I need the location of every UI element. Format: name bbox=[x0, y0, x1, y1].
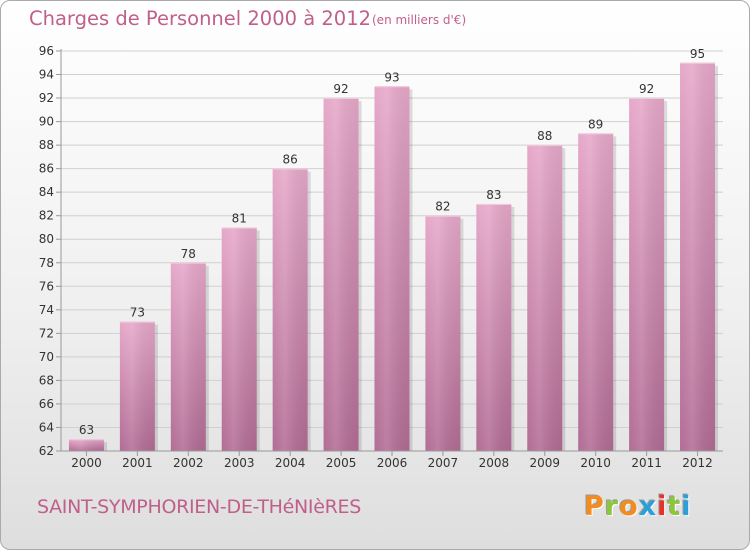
x-tick-label: 2008 bbox=[479, 456, 510, 470]
x-tick-label: 2009 bbox=[529, 456, 560, 470]
x-tick-label: 2002 bbox=[173, 456, 204, 470]
data-label: 78 bbox=[181, 247, 196, 261]
logo-letter: o bbox=[619, 491, 639, 522]
data-label: 93 bbox=[384, 70, 399, 84]
logo-letter: t bbox=[667, 491, 682, 522]
bars: 63 73 78 81 86 92 93 82 83 88 89 92 95 bbox=[68, 47, 719, 451]
x-tick-label: 2012 bbox=[682, 456, 713, 470]
data-label: 83 bbox=[486, 188, 501, 202]
logo-letter: P bbox=[584, 491, 605, 522]
logo-letter: i bbox=[657, 491, 668, 522]
logo-letter: x bbox=[638, 491, 658, 522]
data-label: 63 bbox=[79, 423, 94, 437]
data-label: 92 bbox=[639, 82, 654, 96]
bar-highlight bbox=[221, 227, 257, 451]
logo-letter: i bbox=[681, 491, 692, 522]
bar-highlight bbox=[629, 98, 665, 451]
data-label: 82 bbox=[435, 200, 450, 214]
x-tick-label: 2004 bbox=[275, 456, 306, 470]
y-tick-label: 66 bbox=[39, 397, 54, 411]
bar-highlight bbox=[68, 439, 104, 451]
data-label: 86 bbox=[283, 153, 298, 167]
y-tick-label: 96 bbox=[39, 44, 54, 58]
logo-letter: r bbox=[604, 491, 620, 522]
bar-highlight bbox=[680, 62, 716, 451]
bar-highlight bbox=[374, 86, 410, 451]
y-tick-label: 64 bbox=[39, 420, 54, 434]
x-tick-label: 2000 bbox=[71, 456, 102, 470]
bar-highlight bbox=[323, 98, 359, 451]
data-label: 95 bbox=[690, 47, 705, 61]
y-tick-label: 90 bbox=[39, 115, 54, 129]
x-tick-label: 2006 bbox=[377, 456, 408, 470]
y-tick-label: 84 bbox=[39, 185, 54, 199]
y-axis: 62 64 66 68 70 72 74 76 78 80 82 84 86 88 90 92 94 96 bbox=[39, 44, 62, 458]
chart-title: Charges de Personnel 2000 à 2012 bbox=[29, 7, 372, 30]
bar-highlight bbox=[272, 168, 308, 451]
bar-highlight bbox=[578, 133, 614, 451]
x-tick-label: 2010 bbox=[580, 456, 611, 470]
y-tick-label: 82 bbox=[39, 209, 54, 223]
bar-highlight bbox=[476, 203, 512, 451]
bar-highlight bbox=[425, 215, 461, 451]
data-label: 81 bbox=[232, 211, 247, 225]
x-tick-label: 2001 bbox=[122, 456, 153, 470]
bar-highlight bbox=[119, 321, 155, 451]
y-tick-label: 78 bbox=[39, 256, 54, 270]
y-tick-label: 86 bbox=[39, 162, 54, 176]
y-tick-label: 76 bbox=[39, 279, 54, 293]
proxiti-logo[interactable]: Proxiti bbox=[584, 491, 692, 522]
x-tick-label: 2005 bbox=[326, 456, 357, 470]
y-tick-label: 94 bbox=[39, 68, 54, 82]
city-name: SAINT-SYMPHORIEN-DE-THéNIèRES bbox=[37, 496, 361, 518]
y-tick-label: 70 bbox=[39, 350, 54, 364]
data-label: 92 bbox=[333, 82, 348, 96]
y-tick-label: 68 bbox=[39, 373, 54, 387]
data-label: 88 bbox=[537, 129, 552, 143]
y-tick-label: 88 bbox=[39, 138, 54, 152]
y-tick-label: 74 bbox=[39, 303, 54, 317]
bar-highlight bbox=[170, 262, 206, 451]
x-tick-label: 2003 bbox=[224, 456, 255, 470]
x-tick-label: 2011 bbox=[631, 456, 662, 470]
y-tick-label: 72 bbox=[39, 326, 54, 340]
bar-highlight bbox=[527, 145, 563, 451]
chart-subtitle: (en milliers d'€) bbox=[372, 13, 467, 27]
data-label: 73 bbox=[130, 306, 145, 320]
y-tick-label: 92 bbox=[39, 91, 54, 105]
x-tick-label: 2007 bbox=[428, 456, 459, 470]
y-tick-label: 62 bbox=[39, 444, 54, 458]
y-tick-label: 80 bbox=[39, 232, 54, 246]
x-axis: 2000 2001 2002 2003 2004 2005 2006 2007 2008 2009… bbox=[61, 450, 723, 470]
data-label: 89 bbox=[588, 117, 603, 131]
